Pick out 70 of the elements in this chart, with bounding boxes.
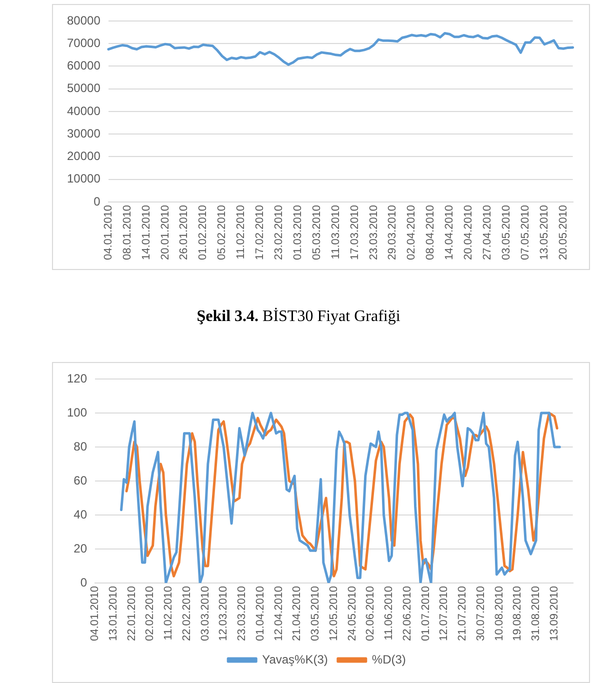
legend-label: Yavaş%K(3) [262,652,328,666]
x-tick-label: 12.07.2010 [438,586,450,642]
x-tick-label: 31.08.2010 [530,586,542,642]
x-tick-label: 13.05.2010 [538,204,550,260]
y-tick-label: 30000 [66,126,101,140]
x-tick-label: 20.04.2010 [462,204,475,260]
x-tick-label: 05.03.2010 [310,204,323,260]
x-tick-label: 30.07.2010 [474,586,487,642]
y-tick-label: 60000 [66,58,101,73]
x-tick-label: 20.05.2010 [557,204,570,260]
x-tick-label: 11.06.2010 [383,586,396,640]
x-tick-label: 23.03.2010 [368,204,380,260]
text: Şekil 3.4. BİST30 Fiyat Grafiği [196,308,402,326]
x-tick-label: 14.01.2010 [140,204,152,260]
x-tick-label: 23.02.2010 [273,204,286,260]
x-tick-label: 11.02.2010 [162,586,175,640]
x-tick-label: 01.03.2010 [292,204,304,260]
y-tick-label: 120 [66,371,88,386]
x-tick-label: 27.04.2010 [482,204,494,260]
x-tick-label: 08.04.2010 [424,204,437,260]
x-tick-label: 04.01.2010 [102,204,114,260]
x-tick-label: 24.05.2010 [346,586,358,642]
x-tick-label: 12.03.2010 [218,586,230,642]
x-tick-label: 14.04.2010 [444,204,456,260]
x-tick-label: 21.04.2010 [291,586,304,642]
x-tick-label: 04.01.2010 [89,586,102,642]
x-tick-label: 17.03.2010 [348,204,361,260]
x-tick-label: 01.02.2010 [197,204,210,260]
x-tick-label: 11.02.2010 [235,204,248,260]
y-tick-label: 80000 [66,13,101,28]
y-tick-label: 70000 [66,36,101,50]
y-tick-label: 0 [94,194,101,208]
x-tick-label: 01.07.2010 [420,586,432,642]
x-tick-label: 22.01.2010 [126,586,138,642]
x-tick-label: 07.05.2010 [519,204,532,260]
x-tick-label: 22.06.2010 [401,586,414,642]
x-tick-label: 13.09.2010 [548,586,560,642]
y-tick-label: 20 [74,541,88,556]
x-tick-label: 13.01.2010 [107,586,120,642]
x-tick-label: 03.05.2010 [500,204,512,260]
x-tick-label: 02.02.2010 [144,586,156,642]
x-tick-label: 02.04.2010 [406,204,418,260]
x-tick-label: 22.02.2010 [180,586,193,642]
y-tick-label: 20000 [66,149,101,164]
y-tick-label: 80 [74,439,88,454]
x-tick-label: 08.01.2010 [121,204,134,260]
x-tick-label: 29.03.2010 [386,204,399,260]
x-tick-label: 03.05.2010 [310,586,322,642]
x-tick-label: 20.01.2010 [159,204,172,260]
y-tick-label: 40000 [66,104,101,118]
x-tick-label: 10.08.2010 [493,586,506,642]
x-tick-label: 02.06.2010 [364,586,377,642]
y-tick-label: 10000 [66,172,101,186]
x-tick-label: 12.05.2010 [328,586,340,642]
x-tick-label: 17.02.2010 [254,204,266,260]
x-tick-label: 21.07.2010 [456,586,469,642]
x-tick-label: 11.03.2010 [330,204,342,260]
x-tick-label: 01.04.2010 [254,586,266,642]
x-tick-label: 19.08.2010 [512,586,524,642]
x-tick-label: 03.03.2010 [199,586,212,642]
y-tick-label: 100 [66,405,88,420]
x-tick-label: 23.03.2010 [236,586,248,642]
x-tick-label: 12.04.2010 [272,586,285,642]
y-tick-label: 50000 [66,81,101,96]
y-tick-label: 0 [80,575,88,590]
legend-label: %D(3) [372,652,406,666]
x-tick-label: 05.02.2010 [216,204,228,260]
y-tick-label: 60 [74,473,88,488]
y-tick-label: 40 [74,507,88,522]
x-tick-label: 26.01.2010 [178,204,190,260]
